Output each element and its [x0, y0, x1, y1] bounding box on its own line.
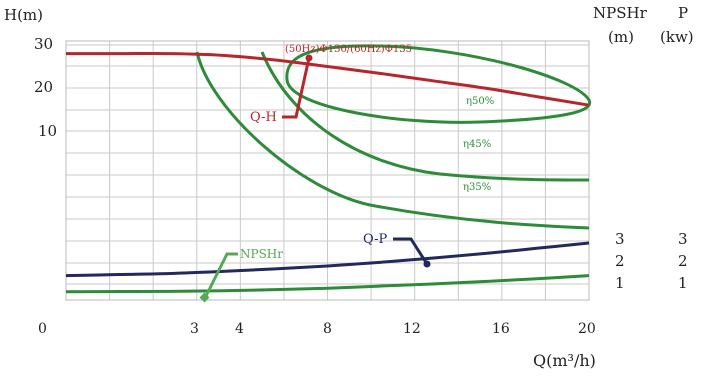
x-tick-0: 0: [38, 321, 47, 337]
right-axis-title-power: P: [678, 4, 688, 22]
grid: [65, 40, 590, 301]
x-tick-4: 4: [235, 321, 244, 337]
efficiency-label-45: η45%: [463, 139, 491, 150]
qp-leader-dot: [423, 260, 431, 268]
curves: [65, 44, 592, 294]
power-tick-1: 1: [678, 274, 688, 292]
npshr-leader: [203, 252, 238, 299]
plot-frame: [65, 40, 590, 301]
efficiency-curve-35: [195, 51, 590, 230]
npshr-tick-3: 3: [615, 230, 625, 248]
qp-curve: [65, 241, 590, 278]
efficiency-curve-45: [260, 51, 590, 182]
npshr-leader-marker: [199, 292, 210, 303]
efficiency-curve-50: [285, 44, 592, 124]
qp-leader: [393, 237, 429, 265]
npshr-curve: [65, 274, 590, 294]
qh-series-label: Q-H: [250, 110, 277, 125]
right-axis-unit-npshr: (m): [608, 28, 634, 46]
qh-curve: [65, 51, 590, 107]
npshr-tick-2: 2: [615, 252, 625, 270]
y-axis-title: H(m): [4, 6, 43, 24]
x-tick-16: 16: [492, 321, 510, 337]
x-tick-8: 8: [323, 321, 332, 337]
y-tick-10: 10: [38, 122, 57, 140]
x-tick-3: 3: [190, 321, 199, 337]
power-tick-3: 3: [678, 230, 688, 248]
efficiency-label-50: η50%: [466, 96, 494, 107]
x-axis-title: Q(m³/h): [533, 351, 596, 370]
right-axis-title-npshr: NPSHr: [593, 4, 648, 22]
npshr-series-label: NPSHr: [240, 247, 283, 261]
qp-series-label: Q-P: [363, 232, 388, 247]
right-axis-unit-power: (kw): [660, 28, 694, 46]
leaders: [199, 54, 431, 303]
power-tick-2: 2: [678, 252, 688, 270]
qh-leader-dot: [305, 54, 313, 62]
x-tick-12: 12: [403, 321, 421, 337]
qh-leader: [282, 57, 311, 119]
qh-impeller-annotation: (50Hz)Φ130/(60Hz)Φ135: [285, 44, 412, 55]
efficiency-label-35: η35%: [463, 182, 491, 193]
npshr-tick-1: 1: [615, 274, 625, 292]
y-tick-20: 20: [34, 78, 53, 96]
x-tick-20: 20: [578, 321, 596, 337]
y-tick-30: 30: [34, 35, 53, 53]
